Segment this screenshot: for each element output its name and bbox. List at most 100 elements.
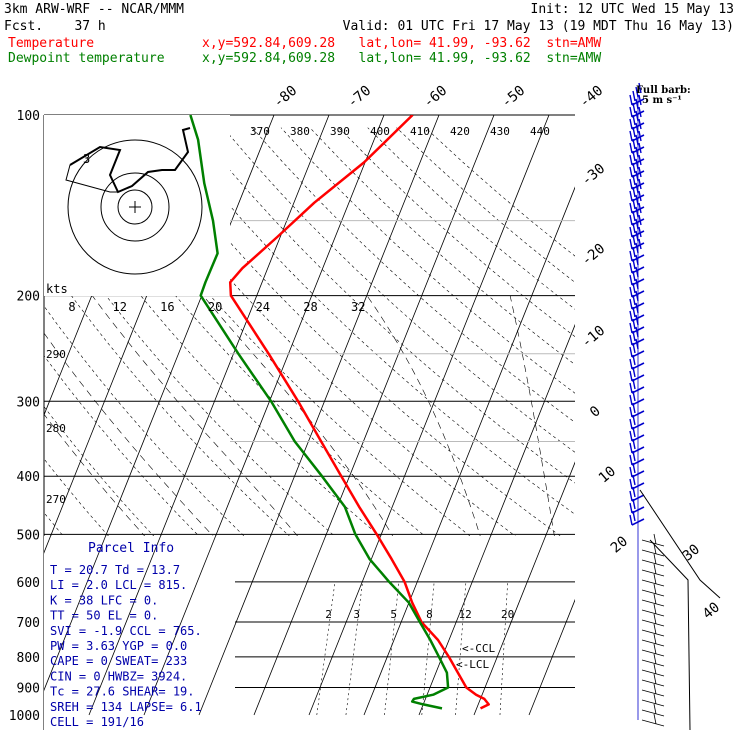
wind-barb-flag [629, 166, 633, 178]
mixing-ratio-line [384, 581, 400, 716]
wind-barb-flag [635, 158, 639, 170]
wind-barb-flag [629, 370, 633, 382]
wind-barb [631, 374, 645, 382]
wind-barb-flag [638, 214, 642, 226]
dry-adiabat [49, 127, 575, 649]
mixing-ratio-label: 8 [426, 608, 433, 621]
parcel-info-row: LI = 2.0 LCL = 815. [50, 578, 187, 592]
isotherm-line [88, 534, 162, 716]
wind-legend-line1: Full barb: [636, 85, 691, 96]
forecast-hour: Fcst. 37 h [4, 19, 106, 34]
parcel-info-row: CIN = 0 HWBZ= 3924. [50, 669, 187, 683]
wind-barb-flag [629, 502, 633, 514]
mixing-ratio-line [345, 581, 363, 716]
wind-barb-flag [632, 474, 636, 486]
wind-barb-flag [632, 294, 636, 306]
isotherm-line [528, 598, 575, 716]
wind-barb-flag [629, 322, 633, 334]
wind-barb-flag [632, 426, 636, 438]
wind-barb-flag [635, 86, 639, 98]
wind-barb-flag [632, 90, 636, 102]
wind-barb-flag [632, 270, 636, 282]
wind-barb-flag [632, 306, 636, 318]
theta-label: 410 [410, 125, 430, 138]
wind-barb-line [653, 593, 657, 605]
wind-barb-flag [635, 326, 639, 338]
wind-barb-flag [635, 110, 639, 122]
wind-barb [631, 134, 645, 142]
isotherm-line [694, 115, 740, 715]
wind-barb-flag [629, 190, 633, 202]
mixing-ratio-label: 12 [459, 608, 472, 621]
wind-barb-flag [629, 346, 633, 358]
wind-barb-flag [632, 102, 636, 114]
dry-adiabat [44, 163, 575, 685]
wind-barb-line [641, 619, 665, 627]
wind-barb [631, 362, 645, 370]
wind-barb-flag [632, 150, 636, 162]
wind-barb [631, 326, 645, 334]
wind-barb-flag [629, 514, 633, 526]
wind-barb-line [641, 699, 665, 707]
isotherm-line [363, 534, 437, 716]
wind-barb [631, 398, 645, 406]
isotherm-line [308, 534, 382, 716]
wind-barb-line [641, 609, 665, 617]
wind-barb-line [653, 583, 657, 595]
wind-barb-flag [635, 242, 639, 254]
pressure-tick-label: 100 [17, 109, 40, 124]
pressure-tick-label: 300 [17, 395, 40, 410]
wind-barb-flag [632, 354, 636, 366]
wind-barb-flag [635, 218, 639, 230]
wind-barb-flag [638, 106, 642, 118]
wind-barb-flag [635, 146, 639, 158]
wind-barb [631, 266, 645, 274]
isotherm-label: -80 [271, 83, 301, 112]
isotherm-line [253, 534, 327, 716]
wind-barb-line [641, 669, 665, 677]
wind-barb-flag [632, 246, 636, 258]
dry-adiabat [165, 127, 575, 515]
init-time: Init: 12 UTC Wed 15 May 13 [530, 2, 735, 17]
wind-barb-flag [638, 130, 642, 142]
wind-barb [631, 182, 645, 190]
wind-barb-flag [635, 254, 639, 266]
wind-barb-flag [635, 182, 639, 194]
isotherm-label: -20 [579, 241, 609, 270]
wind-barb-flag [635, 122, 639, 134]
wind-barb-line [641, 559, 665, 567]
wind-barb-flag [638, 142, 642, 154]
parcel-info-row: PW = 3.63 YGP = 0.0 [50, 639, 187, 653]
parcel-info-title: Parcel Info [88, 541, 174, 556]
theta-label: 270 [46, 493, 66, 506]
wind-barb-flag [635, 134, 639, 146]
pressure-tick-label: 800 [17, 651, 40, 666]
wind-barb-line [653, 573, 657, 585]
wind-barb-line [641, 679, 665, 687]
wind-barb-flag [629, 418, 633, 430]
wind-barb-line [641, 599, 665, 607]
isotherm-label: 30 [680, 541, 703, 564]
hodograph-speed-label: 28 [303, 300, 317, 314]
wind-barb-flag [629, 310, 633, 322]
wind-barb-flag [629, 226, 633, 238]
wind-barb-line [641, 719, 665, 727]
wind-barb-line [641, 629, 665, 637]
wind-barb-flag [629, 298, 633, 310]
wind-barb-line [653, 683, 657, 695]
wind-side-axis [649, 539, 691, 731]
wind-barb [631, 206, 645, 214]
pressure-tick-label: 600 [17, 576, 40, 591]
wind-barb-flag [632, 162, 636, 174]
hodograph-speed-label: 20 [208, 300, 222, 314]
wind-barb-flag [632, 498, 636, 510]
wind-barb-flag [635, 302, 639, 314]
wind-barb-flag [629, 130, 633, 142]
valid-time: Valid: 01 UTC Fri 17 May 13 (19 MDT Thu … [342, 19, 734, 34]
isotherm-label: 10 [596, 463, 619, 486]
wind-barb-line [653, 673, 657, 685]
wind-barb-flag [632, 450, 636, 462]
isotherm-line [694, 534, 740, 715]
wind-barb [631, 110, 645, 118]
wind-barb-line [641, 639, 665, 647]
